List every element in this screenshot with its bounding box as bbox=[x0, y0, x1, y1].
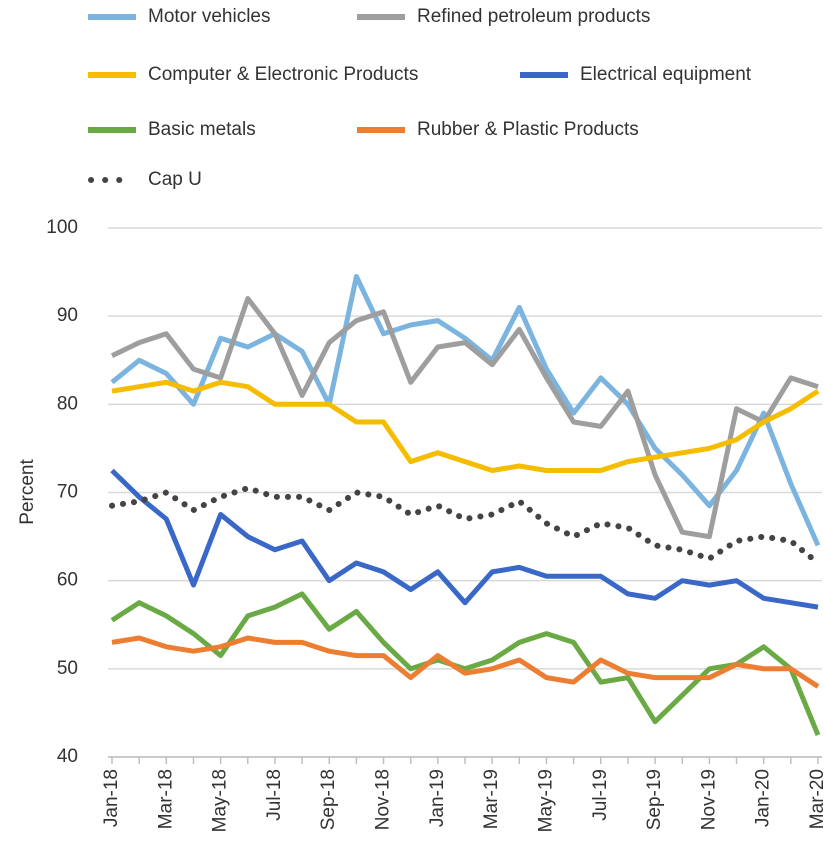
x-tick-label: Mar-19 bbox=[481, 769, 502, 829]
y-tick-label: 50 bbox=[57, 658, 78, 679]
y-axis-label: Percent bbox=[17, 459, 38, 525]
legend-label: Motor vehicles bbox=[148, 6, 271, 27]
legend-label: Rubber & Plastic Products bbox=[417, 119, 639, 140]
y-tick-label: 60 bbox=[57, 570, 78, 591]
legend-label: Basic metals bbox=[148, 119, 256, 140]
x-tick-label: Mar-20 bbox=[807, 769, 825, 829]
y-tick-label: 90 bbox=[57, 305, 78, 326]
series-line bbox=[111, 379, 820, 473]
x-tick-label: Jul-18 bbox=[264, 769, 285, 821]
series-line bbox=[110, 274, 821, 547]
legend-label: Electrical equipment bbox=[580, 64, 752, 85]
x-tick-label: Jan-18 bbox=[101, 769, 122, 827]
y-tick-label: 100 bbox=[46, 217, 78, 238]
legend-label: Refined petroleum products bbox=[417, 6, 650, 27]
series-line bbox=[109, 485, 821, 566]
x-tick-label: Mar-18 bbox=[155, 769, 176, 829]
x-tick-label: Jul-19 bbox=[590, 769, 611, 821]
legend-label: Cap U bbox=[148, 169, 202, 190]
series-line bbox=[110, 296, 819, 540]
series-line bbox=[111, 635, 820, 689]
x-tick-label: Nov-19 bbox=[698, 769, 719, 830]
series-line bbox=[110, 591, 821, 736]
y-tick-label: 80 bbox=[57, 393, 78, 414]
x-tick-label: Jan-19 bbox=[427, 769, 448, 827]
x-tick-label: Nov-18 bbox=[373, 769, 394, 830]
legend-label: Computer & Electronic Products bbox=[148, 64, 418, 85]
y-tick-label: 70 bbox=[57, 482, 78, 503]
x-tick-label: May-18 bbox=[210, 769, 231, 832]
series-line bbox=[110, 468, 819, 610]
y-tick-label: 40 bbox=[57, 746, 78, 767]
x-tick-label: May-19 bbox=[535, 769, 556, 832]
x-tick-label: Sep-19 bbox=[644, 769, 665, 830]
x-tick-label: Jan-20 bbox=[753, 769, 774, 827]
x-tick-label: Sep-18 bbox=[318, 769, 339, 830]
